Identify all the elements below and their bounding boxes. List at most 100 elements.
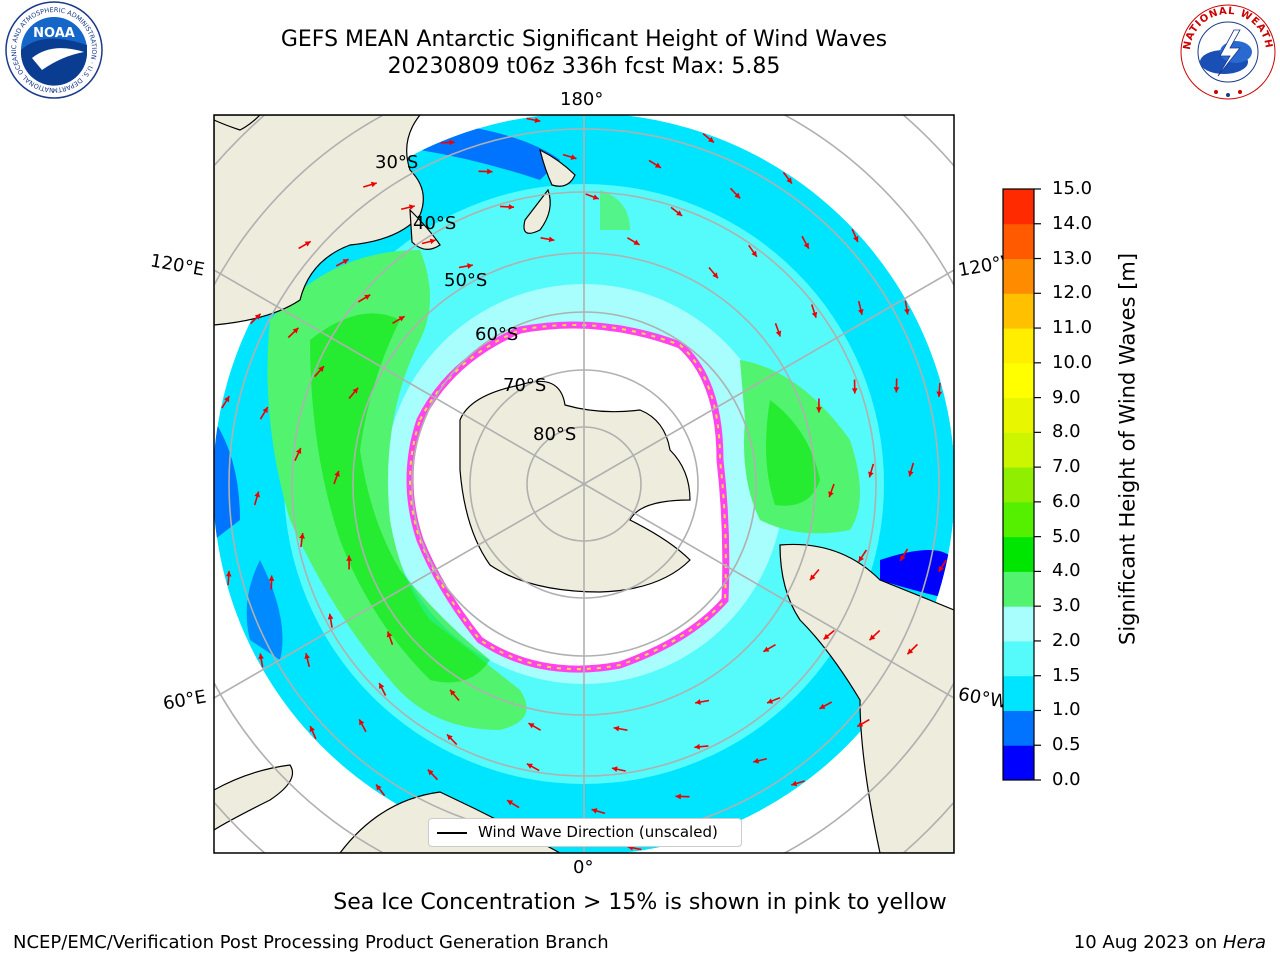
- map-legend: Wind Wave Direction (unscaled): [428, 818, 742, 847]
- wave-direction-arrowhead: [857, 721, 864, 727]
- wave-direction-arrowhead: [548, 236, 555, 243]
- wave-direction-arrowhead: [853, 235, 859, 242]
- wave-direction-arrowhead: [633, 239, 640, 245]
- svg-text:NOAA: NOAA: [33, 26, 75, 41]
- footer-credit: NCEP/EMC/Verification Post Processing Pr…: [13, 932, 609, 953]
- colorbar-tick-label: 12.0: [1052, 282, 1093, 304]
- wave-direction-arrowhead: [823, 633, 830, 640]
- wave-direction-arrowhead: [359, 719, 365, 726]
- wave-direction-arrowhead: [613, 725, 620, 732]
- wave-direction-arrowhead: [398, 316, 405, 322]
- wave-direction-arrowhead: [225, 571, 232, 577]
- meridian-label-180: 180°: [560, 89, 604, 110]
- wave-direction-arrowhead: [908, 470, 914, 477]
- wave-direction-arrowhead: [712, 272, 718, 279]
- wave-direction-arrowhead: [708, 136, 714, 143]
- meridian-label-0: 0°: [573, 857, 594, 878]
- map-frame: [213, 114, 955, 854]
- colorbar-tick-label: 15.0: [1052, 178, 1093, 199]
- colorbar-tick-label: 8.0: [1052, 421, 1081, 443]
- wave-direction-arrowhead: [352, 387, 359, 394]
- colorbar-tick-label: 0.0: [1052, 769, 1081, 790]
- colorbar-label: Significant Height of Wind Waves [m]: [1115, 252, 1140, 645]
- wave-direction-arrowhead: [900, 554, 906, 561]
- wave-direction-arrowhead: [299, 533, 305, 539]
- wave-direction-arrowhead: [254, 313, 261, 320]
- colorbar-tick-label: 6.0: [1052, 490, 1081, 512]
- wave-direction-arrowhead: [534, 117, 541, 123]
- nws-logo: NATIONAL WEATHER SERVICE: [1176, 0, 1276, 100]
- colorbar-tick-label: 1.0: [1052, 699, 1081, 721]
- colorbar-tick-label: 5.0: [1052, 525, 1081, 547]
- wave-direction-arrowhead: [767, 698, 774, 704]
- wave-direction-arrowhead: [427, 769, 434, 776]
- wave-direction-arrowhead: [268, 575, 275, 581]
- wave-direction-arrowhead: [695, 699, 701, 705]
- antarctica-ice-region: [406, 321, 730, 673]
- wave-direction-arrowhead: [816, 407, 822, 413]
- footer-date: 10 Aug 2023 on Hera: [1074, 932, 1266, 953]
- wave-direction-arrowhead: [694, 743, 700, 750]
- wave-direction-arrowhead: [591, 808, 598, 814]
- wave-direction-arrowhead: [304, 241, 311, 247]
- wave-direction-arrowhead: [262, 407, 268, 414]
- colorbar-tick-label: 10.0: [1052, 351, 1093, 373]
- parallel-label-70s: 70°S: [503, 375, 547, 396]
- colorbar-tick-label: 7.0: [1052, 456, 1081, 478]
- wave-direction-arrowhead: [570, 154, 577, 160]
- colorbar-tick-label: 1.5: [1052, 664, 1081, 686]
- wave-direction-arrowhead: [507, 800, 514, 806]
- colorbar-tick-label: 2.0: [1052, 629, 1081, 651]
- wave-direction-arrowhead: [487, 168, 493, 175]
- wave-direction-arrowhead: [936, 391, 943, 397]
- chart-title: GEFS MEAN Antarctic Significant Height o…: [280, 27, 888, 52]
- wave-direction-arrowhead: [751, 250, 757, 257]
- wave-direction-arrowhead: [938, 565, 944, 572]
- wave-direction-arrowhead: [809, 574, 816, 581]
- wave-direction-arrowhead: [763, 646, 770, 652]
- legend-label: Wind Wave Direction (unscaled): [478, 823, 718, 841]
- wave-direction-arrowhead: [526, 763, 533, 769]
- wave-direction-arrowhead: [791, 780, 798, 787]
- wave-direction-arrowhead: [450, 689, 456, 696]
- wave-direction-arrowhead: [295, 447, 302, 454]
- wave-direction-arrowhead: [334, 470, 340, 477]
- wave-direction-arrowhead: [828, 491, 834, 498]
- colorbar-tick-label: 4.0: [1052, 560, 1081, 582]
- wave-direction-arrowhead: [342, 259, 349, 265]
- wave-direction-arrowhead: [654, 162, 661, 168]
- sea-ice-note: Sea Ice Concentration > 15% is shown in …: [333, 890, 947, 915]
- wave-direction-arrowhead: [611, 766, 618, 773]
- wave-direction-arrowhead: [327, 613, 334, 620]
- colorbar-tick-label: 13.0: [1052, 247, 1093, 269]
- wave-direction-arrowhead: [318, 366, 324, 372]
- wave-direction-arrowhead: [819, 703, 826, 709]
- graticule: [214, 115, 954, 853]
- wave-direction-arrowhead: [904, 308, 910, 315]
- parallel-label-80s: 80°S: [533, 424, 577, 445]
- parallel-label-60s: 60°S: [475, 324, 519, 345]
- wave-direction-arrowhead: [528, 723, 535, 729]
- wave-direction-arrowhead: [304, 653, 311, 660]
- wave-direction-arrowhead: [309, 726, 315, 733]
- wave-direction-arrowhead: [408, 204, 415, 211]
- parallel-label-30s: 30°S: [375, 152, 419, 173]
- colorbar-tick-label: 3.0: [1052, 595, 1081, 617]
- footer-date-text: 10 Aug 2023 on: [1073, 932, 1223, 953]
- wave-direction-arrowhead: [508, 204, 515, 210]
- wave-direction-arrowhead: [851, 388, 858, 394]
- wave-direction-arrowhead: [592, 194, 599, 200]
- wave-direction-arrowhead: [467, 263, 473, 269]
- wave-direction-arrowhead: [811, 311, 818, 318]
- chart-subtitle: 20230809 t06z 336h fcst Max: 5.85: [387, 54, 781, 79]
- wave-direction-arrowhead: [893, 387, 900, 393]
- wave-direction-arrowhead: [254, 491, 260, 498]
- wave-direction-arrowhead: [258, 653, 264, 660]
- wave-direction-arrowhead: [429, 238, 436, 245]
- wave-direction-arrowhead: [803, 242, 809, 249]
- parallel-label-40s: 40°S: [413, 213, 457, 234]
- colorbar-tick-label: 14.0: [1052, 212, 1093, 234]
- wave-direction-arrowhead: [869, 634, 876, 641]
- noaa-logo: NATIONAL OCEANIC AND ATMOSPHERIC ADMINIS…: [2, 0, 103, 99]
- wave-direction-arrowhead: [907, 648, 914, 655]
